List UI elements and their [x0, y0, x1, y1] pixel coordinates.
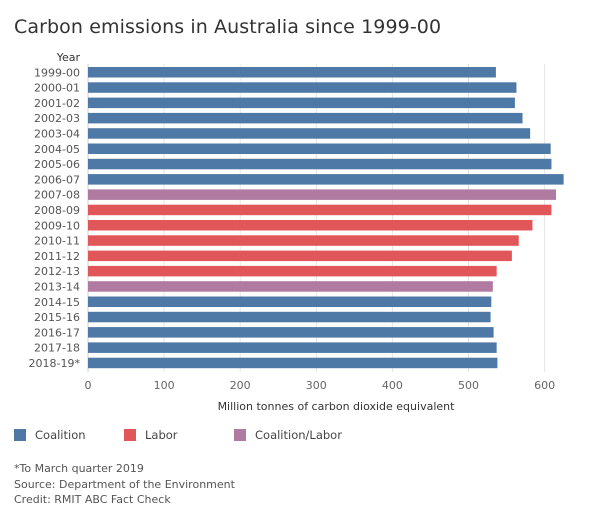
legend-item-coalition: Coalition	[14, 428, 86, 442]
bar-1999-00	[88, 67, 496, 78]
bar-2008-09	[88, 204, 552, 216]
bar-2011-12	[88, 250, 512, 262]
x-tick-label-0: 0	[85, 379, 92, 392]
y-tick-label-2002-03: 2002-03	[34, 112, 80, 125]
y-tick-label-2001-02: 2001-02	[34, 97, 80, 110]
legend-item-coalition-labor: Coalition/Labor	[234, 428, 342, 442]
bar-2004-05	[88, 143, 551, 154]
x-tick-label-300: 300	[306, 379, 327, 392]
x-tick-label-600: 600	[534, 379, 555, 392]
footnote-quarter: *To March quarter 2019	[14, 462, 144, 475]
bar-2005-06	[88, 158, 552, 170]
x-tick-label-100: 100	[154, 379, 175, 392]
bar-2014-15	[88, 296, 492, 307]
y-tick-label-2012-13: 2012-13	[34, 265, 80, 278]
bar-2006-07	[88, 174, 564, 185]
y-tick-label-2014-15: 2014-15	[34, 296, 80, 309]
legend-label-labor: Labor	[145, 428, 178, 442]
y-tick-label-2011-12: 2011-12	[34, 250, 80, 263]
y-tick-label-2000-01: 2000-01	[34, 82, 80, 95]
bar-2010-11	[88, 235, 519, 246]
legend-item-labor: Labor	[124, 428, 178, 442]
bar-2003-04	[88, 128, 531, 139]
footnotes: *To March quarter 2019 Source: Departmen…	[14, 461, 235, 508]
x-tick-label-400: 400	[382, 379, 403, 392]
y-tick-label-2015-16: 2015-16	[34, 311, 80, 324]
footnote-credit: Credit: RMIT ABC Fact Check	[14, 493, 171, 506]
bar-2009-10	[88, 220, 533, 231]
x-axis-title: Million tonnes of carbon dioxide equival…	[218, 400, 456, 413]
bar-2002-03	[88, 112, 523, 124]
legend-swatch-labor	[124, 429, 136, 441]
y-tick-label-2008-09: 2008-09	[34, 204, 80, 217]
bar-2001-02	[88, 97, 515, 109]
chart-title: Carbon emissions in Australia since 1999…	[14, 16, 442, 38]
y-tick-label-2003-04: 2003-04	[34, 127, 80, 140]
y-tick-label-2017-18: 2017-18	[34, 342, 80, 355]
y-tick-label-2009-10: 2009-10	[34, 219, 80, 232]
y-tick-label-2013-14: 2013-14	[34, 280, 80, 293]
bar-chart: 0 100 200 300 400 500 600 Year 1999-00 2000-01 200…	[29, 51, 564, 413]
bar-2007-08	[88, 189, 557, 200]
x-tick-label-200: 200	[230, 379, 251, 392]
legend: Coalition Labor Coalition/Labor	[14, 428, 574, 446]
y-tick-label-2018-19*: 2018-19*	[29, 357, 81, 370]
footnote-source: Source: Department of the Environment	[14, 477, 235, 491]
y-axis-title: Year	[56, 51, 81, 64]
bar-2017-18	[88, 342, 497, 353]
bar-2012-13	[88, 265, 497, 277]
y-tick-label-1999-00: 1999-00	[34, 66, 80, 79]
legend-swatch-coalition	[14, 429, 26, 441]
y-tick-label-2005-06: 2005-06	[34, 158, 80, 171]
legend-label-coalition: Coalition	[35, 428, 86, 442]
y-tick-label-2016-17: 2016-17	[34, 326, 80, 339]
y-tick-label-2007-08: 2007-08	[34, 189, 80, 202]
x-tick-label-500: 500	[458, 379, 479, 392]
y-tick-label-2006-07: 2006-07	[34, 173, 80, 186]
bar-2015-16	[88, 311, 491, 323]
y-tick-label-2010-11: 2010-11	[34, 235, 80, 248]
bar-2016-17	[88, 327, 494, 338]
bar-2018-19*	[88, 357, 498, 369]
legend-swatch-coalition-labor	[234, 429, 246, 441]
legend-label-coalition-labor: Coalition/Labor	[255, 428, 342, 442]
bar-2000-01	[88, 82, 517, 93]
bar-2013-14	[88, 281, 493, 292]
y-tick-label-2004-05: 2004-05	[34, 143, 80, 156]
